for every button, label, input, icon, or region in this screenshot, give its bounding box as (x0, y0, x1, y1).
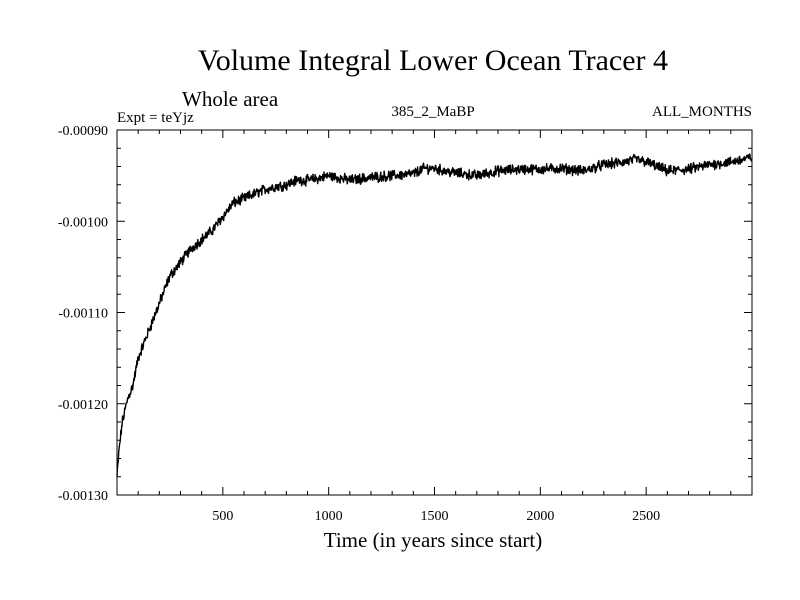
x-tick-label: 1000 (315, 509, 343, 524)
chart-subtitle: Whole area (182, 87, 279, 111)
ticks-layer (117, 130, 752, 495)
y-tick-label: -0.00100 (58, 215, 108, 230)
y-tick-label: -0.00130 (58, 489, 108, 504)
y-tick-label: -0.00090 (58, 124, 108, 139)
x-tick-label: 500 (212, 509, 233, 524)
x-tick-label: 2500 (632, 509, 660, 524)
plot-frame (116, 129, 753, 496)
series-line (116, 153, 753, 477)
chart-title: Volume Integral Lower Ocean Tracer 4 (198, 44, 668, 77)
y-tick-labels: -0.00130 -0.00120 -0.00110 -0.00100 -0.00090 (58, 124, 108, 504)
experiment-label: Expt = teYjz (117, 110, 194, 126)
y-tick-label: -0.00110 (58, 307, 108, 322)
x-axis-label: Time (in years since start) (324, 528, 543, 552)
y-tick-label: -0.00120 (58, 398, 108, 413)
months-label: ALL_MONTHS (652, 104, 752, 120)
x-tick-label: 2000 (526, 509, 554, 524)
x-tick-labels: 500 1000 1500 2000 2500 (212, 509, 660, 524)
run-label: 385_2_MaBP (391, 104, 474, 120)
series-layer (116, 153, 753, 477)
x-tick-label: 1500 (421, 509, 449, 524)
